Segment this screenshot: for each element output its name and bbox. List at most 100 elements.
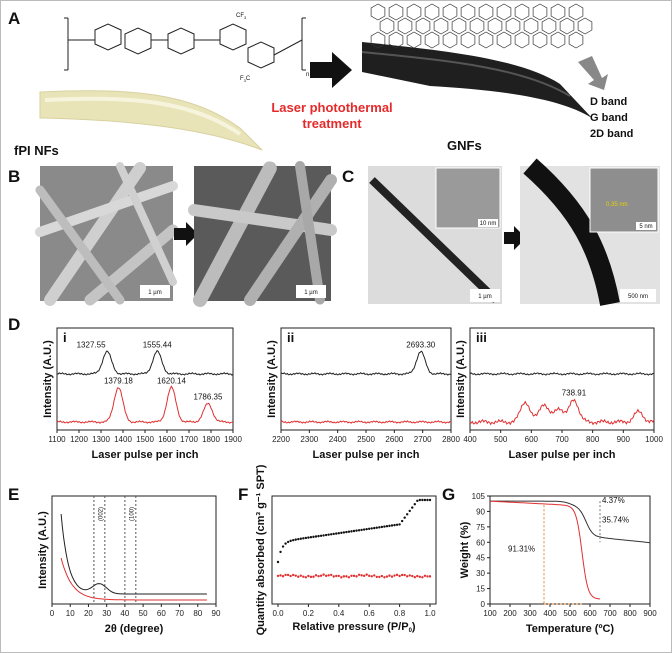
isotherm-point-red (330, 573, 333, 577)
x-tick-label: 1800 (202, 435, 220, 444)
isotherm-point-black (385, 525, 389, 528)
isotherm-point-red (406, 575, 409, 578)
isotherm-point-black (279, 550, 282, 554)
isotherm-point-black (370, 527, 373, 530)
spectrum-black (280, 350, 452, 376)
isotherm-point-red (383, 576, 386, 579)
isotherm-point-black (413, 503, 416, 506)
scale-box-b2 (296, 285, 326, 298)
x-tick-label: 500 (563, 609, 577, 618)
isotherm-point-red (421, 576, 424, 579)
x-axis-label: 2θ (degree) (105, 623, 164, 635)
fpi-nanofiber (39, 90, 263, 151)
y-tick-label: 15 (476, 585, 485, 594)
isotherm-point-black (378, 526, 381, 529)
band-2d: 2D band (590, 128, 633, 140)
isotherm-point-red (428, 575, 432, 578)
isotherm-point-red (378, 575, 381, 579)
isotherm-point-black (330, 533, 333, 536)
fpi-label: fPI NFs (14, 143, 59, 158)
roman-label: iii (476, 330, 487, 345)
isotherm-point-red (411, 574, 414, 578)
xrd-chart: 0 10 20 30 40 50 60 70 80 90 2θ (degree) Intensity … (37, 495, 221, 635)
panel-label-c: C (342, 167, 354, 186)
isotherm-point-black (304, 536, 308, 540)
x-tick-label: 30 (102, 609, 111, 618)
lattice-spacing: 0.35 nm (606, 202, 628, 208)
plot-frame (271, 495, 437, 605)
isotherm-point-red (393, 574, 396, 577)
isotherm-point-red (375, 575, 378, 579)
isotherm-point-black (398, 523, 401, 526)
isotherm-point-red (373, 574, 376, 577)
isotherm-point-black (286, 540, 290, 544)
isotherm-point-black (314, 535, 318, 538)
x-tick-label: 1100 (48, 435, 66, 444)
band-arrow (578, 56, 608, 90)
tem-inset-fpi (435, 167, 501, 229)
isotherm-point-black (302, 537, 305, 540)
peak-label: 1379.18 (104, 376, 133, 385)
isotherm-point-red (314, 574, 318, 577)
isotherm-point-red (380, 574, 384, 578)
arrow-b (174, 222, 198, 246)
y-axis-label: Intensity (A.U.) (455, 340, 467, 418)
isotherm-point-red (360, 574, 363, 577)
isotherm-point-red (370, 575, 373, 578)
gnf-sheen (361, 51, 571, 97)
x-tick-label: 1500 (136, 435, 154, 444)
isotherm-point-black (408, 509, 411, 513)
y-tick-label: 105 (472, 492, 486, 501)
gnf-label: GNFs (447, 138, 482, 153)
y-tick-label: 45 (476, 554, 485, 563)
x-tick-label: 200 (503, 609, 517, 618)
isotherm-point-red (400, 573, 404, 577)
x-tick-label: 0.2 (303, 609, 315, 618)
process-arrow (310, 52, 352, 88)
y-axis-label: Quantity absorbed (cm³ g⁻¹ SPT) (255, 464, 267, 635)
plot-frame (51, 495, 217, 605)
x-tick-label: 500 (494, 435, 508, 444)
y-axis-label: Intensity (A.U.) (42, 340, 54, 418)
x-tick-label: 1600 (158, 435, 176, 444)
graphene-hexagon (451, 17, 467, 35)
cf3-bottom: F3C (240, 76, 251, 83)
graphene-hexagon (406, 31, 422, 49)
graphene-hexagon (568, 31, 584, 49)
tem-fiber-fpi (369, 177, 499, 303)
roman-label: i (63, 330, 67, 345)
gnf-nanofiber (362, 42, 592, 118)
isotherm-point-black (375, 526, 378, 529)
isotherm-point-black (395, 523, 399, 526)
band-g: G band (590, 112, 628, 124)
scale-text-b2: 1 µm (304, 290, 317, 296)
x-tick-label: 90 (212, 609, 221, 618)
graphene-hexagon (433, 17, 449, 35)
isotherm-point-black (403, 516, 406, 519)
isotherm-point-black (327, 533, 330, 536)
graphene-hexagon (559, 17, 575, 35)
isotherm-point-red (390, 575, 394, 578)
isotherm-point-red (362, 574, 366, 578)
isotherm-point-black (418, 498, 422, 502)
x-tick-label: 800 (586, 435, 600, 444)
graphene-hexagon (532, 31, 548, 49)
graphene-hexagon (505, 17, 521, 35)
tga-label-2: 35.74% (602, 516, 629, 525)
isotherm-point-red (413, 576, 416, 579)
x-axis-label: Laser pulse per inch (313, 449, 420, 461)
isotherm-point-black (292, 538, 295, 542)
isotherm-point-black (373, 526, 376, 530)
isotherm-point-black (284, 542, 287, 545)
x-tick-label: 0.8 (394, 609, 406, 618)
graphene-hexagon (478, 31, 494, 49)
graphene-hexagon (514, 3, 530, 21)
reference-label: (002) (98, 507, 104, 521)
inset-scale-c2: 5 nm (639, 224, 652, 230)
panel-label-f: F (238, 485, 248, 504)
spectrum-red (469, 398, 655, 426)
spectrum-black (56, 349, 234, 376)
x-axis-label: Laser pulse per inch (509, 449, 616, 461)
isotherm-point-red (327, 574, 330, 577)
x-tick-label: 0.4 (333, 609, 345, 618)
